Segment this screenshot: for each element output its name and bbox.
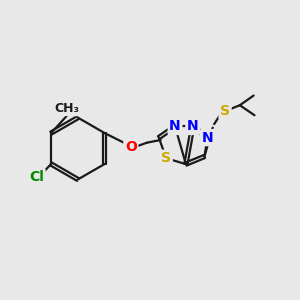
Text: Cl: Cl (29, 170, 44, 184)
Text: N: N (187, 119, 199, 134)
Text: N: N (169, 119, 181, 134)
Text: N: N (202, 130, 213, 145)
Text: O: O (125, 140, 137, 154)
Text: S: S (161, 151, 171, 165)
Text: S: S (220, 104, 230, 118)
Text: CH₃: CH₃ (55, 102, 80, 115)
